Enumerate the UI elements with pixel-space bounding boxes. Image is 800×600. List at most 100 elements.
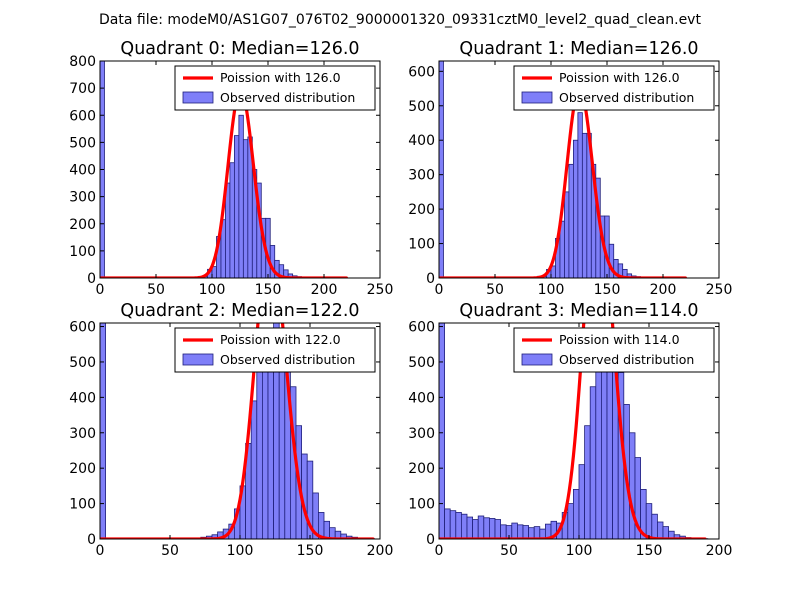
legend-label-observed: Observed distribution [559, 90, 694, 105]
legend: Poission with 126.0 Observed distribution [174, 65, 376, 111]
histogram-bar [578, 464, 585, 539]
legend: Poission with 126.0 Observed distribution [513, 65, 715, 111]
legend-label-observed: Observed distribution [220, 352, 355, 367]
legend: Poission with 122.0 Observed distribution [174, 327, 376, 373]
x-tick-label: 200 [650, 282, 677, 298]
quadrant-2-panel: Quadrant 2: Median=122.0 0 50 100 150 200 0 100… [69, 301, 394, 559]
y-tick-label: 500 [69, 135, 96, 151]
poisson-fit-line [100, 88, 348, 278]
y-tick-label: 200 [69, 217, 96, 233]
legend-bar-swatch [182, 353, 214, 366]
histogram-bar [657, 521, 664, 539]
x-tick-label: 250 [706, 282, 733, 298]
legend-label-fit: Poission with 114.0 [559, 332, 680, 347]
histogram-bar [483, 517, 490, 539]
quadrant-1-panel: Quadrant 1: Median=126.0 0 50 100 150 200 250 0… [408, 39, 732, 298]
plot-area [100, 61, 348, 278]
x-tick-label: 200 [367, 543, 394, 559]
y-tick-label: 300 [69, 426, 96, 442]
y-tick-label: 600 [408, 64, 435, 80]
x-tick-label: 0 [96, 282, 105, 298]
x-tick-label: 150 [594, 282, 621, 298]
histogram-bar [564, 191, 570, 278]
y-tick-label: 0 [426, 532, 435, 548]
histogram-bar [581, 132, 588, 278]
y-tick-label: 400 [408, 133, 435, 149]
histogram-bar [488, 518, 496, 539]
x-tick-label: 200 [311, 282, 338, 298]
histogram-bar [439, 323, 445, 539]
legend-label-fit: Poission with 126.0 [559, 70, 680, 85]
y-tick-label: 400 [408, 390, 435, 406]
y-tick-label: 100 [69, 244, 96, 260]
panel-title: Quadrant 3: Median=114.0 [459, 301, 698, 321]
quadrant-0-panel: Quadrant 0: Median=126.0 0 50 100 150 200 250 0… [69, 39, 393, 298]
y-tick-label: 500 [408, 99, 435, 115]
quadrant-3-panel: Quadrant 3: Median=114.0 0 50 100 150 200 0 100… [408, 301, 733, 559]
legend-label-observed: Observed distribution [220, 90, 355, 105]
histogram-bar [568, 163, 574, 278]
y-tick-label: 400 [69, 163, 96, 179]
x-tick-label: 100 [199, 282, 226, 298]
legend: Poission with 114.0 Observed distribution [513, 327, 715, 373]
histogram-bar [573, 489, 580, 539]
panel-title: Quadrant 2: Median=122.0 [120, 301, 359, 321]
histogram-bar [494, 519, 501, 539]
histogram-bar [278, 350, 286, 539]
x-tick-label: 100 [538, 282, 565, 298]
y-tick-label: 100 [69, 497, 96, 513]
y-tick-label: 200 [69, 461, 96, 477]
plot-frame [438, 60, 720, 279]
legend-label-fit: Poission with 122.0 [220, 332, 341, 347]
y-tick-label: 300 [408, 168, 435, 184]
y-tick-label: 600 [69, 108, 96, 124]
plot-area [439, 61, 688, 278]
x-tick-label: 50 [486, 282, 504, 298]
histogram-bar [267, 347, 274, 539]
y-tick-label: 0 [426, 271, 435, 287]
histogram-bar [449, 510, 457, 539]
histogram-bar [323, 520, 330, 539]
histogram-bar [460, 513, 468, 539]
x-tick-label: 50 [500, 543, 518, 559]
histogram-bar [242, 139, 249, 278]
histogram-bar [100, 323, 106, 539]
histogram-bar [511, 522, 518, 539]
y-tick-label: 300 [408, 426, 435, 442]
y-tick-label: 300 [69, 190, 96, 206]
x-tick-label: 150 [255, 282, 282, 298]
panel-title: Quadrant 0: Median=126.0 [120, 39, 359, 59]
histogram-bar [645, 503, 653, 539]
panel-title: Quadrant 1: Median=126.0 [459, 39, 698, 59]
x-tick-label: 50 [147, 282, 165, 298]
y-tick-label: 500 [69, 355, 96, 371]
poisson-fit-line [100, 323, 375, 539]
histogram-bar [455, 512, 462, 539]
y-tick-label: 600 [69, 320, 96, 336]
histogram-bar [651, 513, 658, 539]
histogram-bar [533, 526, 541, 539]
x-tick-label: 150 [636, 543, 663, 559]
x-tick-label: 0 [435, 543, 444, 559]
histogram-bar [466, 516, 473, 539]
histogram-bar [517, 524, 524, 539]
histogram-bar [444, 508, 451, 539]
legend-bar-swatch [521, 91, 553, 104]
x-tick-label: 150 [297, 543, 324, 559]
histogram-bar [477, 515, 485, 539]
y-tick-label: 100 [408, 237, 435, 253]
x-tick-label: 0 [96, 543, 105, 559]
y-tick-label: 200 [408, 202, 435, 218]
y-tick-label: 0 [87, 532, 96, 548]
histogram-bar [238, 114, 244, 278]
legend-bar-swatch [521, 353, 553, 366]
legend-label-observed: Observed distribution [559, 352, 694, 367]
y-tick-label: 100 [408, 497, 435, 513]
legend-bar-swatch [182, 91, 214, 104]
y-tick-label: 0 [87, 271, 96, 287]
histogram-bar [250, 400, 258, 539]
histogram-bar [233, 135, 240, 278]
x-tick-label: 200 [706, 543, 733, 559]
x-tick-label: 50 [161, 543, 179, 559]
